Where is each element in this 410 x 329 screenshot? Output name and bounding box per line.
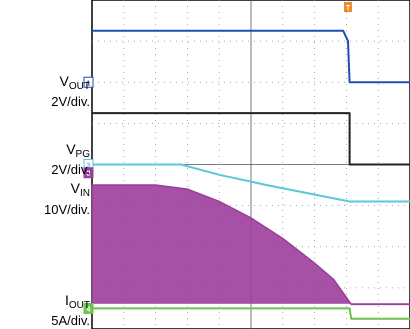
channel-marker-label-ch3: 3	[87, 163, 91, 170]
channel-marker-label-ch1: 1	[87, 80, 91, 87]
channel-name-ch4: IOUT	[65, 292, 90, 311]
channel-marker-ch4	[83, 302, 94, 314]
channel-scale-ch1: 2V/div.	[51, 94, 90, 109]
channel-marker-label-ch2: 2	[87, 171, 91, 178]
trace-ch3	[92, 163, 410, 203]
trigger-marker-label: T	[346, 5, 351, 12]
trace-ch2	[92, 184, 410, 306]
trigger-marker	[343, 2, 352, 12]
channel-scale-ch4: 5A/div.	[51, 313, 90, 328]
trace-ch1_trace2	[92, 112, 410, 166]
channel-name-ch2: VIN	[71, 180, 90, 199]
traces	[91, 29, 410, 320]
channel-labels: VOUT 2V/div. VPG 2V/div. VIN 10V/div. IOUT 5A/d…	[44, 73, 90, 328]
trace-ch4	[92, 307, 410, 320]
channel-scale-ch2: 10V/div.	[44, 202, 90, 217]
channel-scale-ch3: 2V/div.	[51, 162, 90, 177]
channel-marker-ch1	[83, 76, 94, 88]
channel-name-ch3: VPG	[66, 141, 90, 160]
channel-markers: T 1 32 4	[83, 2, 352, 314]
channel-marker-ch2	[83, 167, 94, 179]
channel-marker-label-ch4: 4	[87, 306, 91, 313]
trace-ch1	[92, 29, 410, 84]
channel-name-ch1: VOUT	[60, 73, 90, 92]
